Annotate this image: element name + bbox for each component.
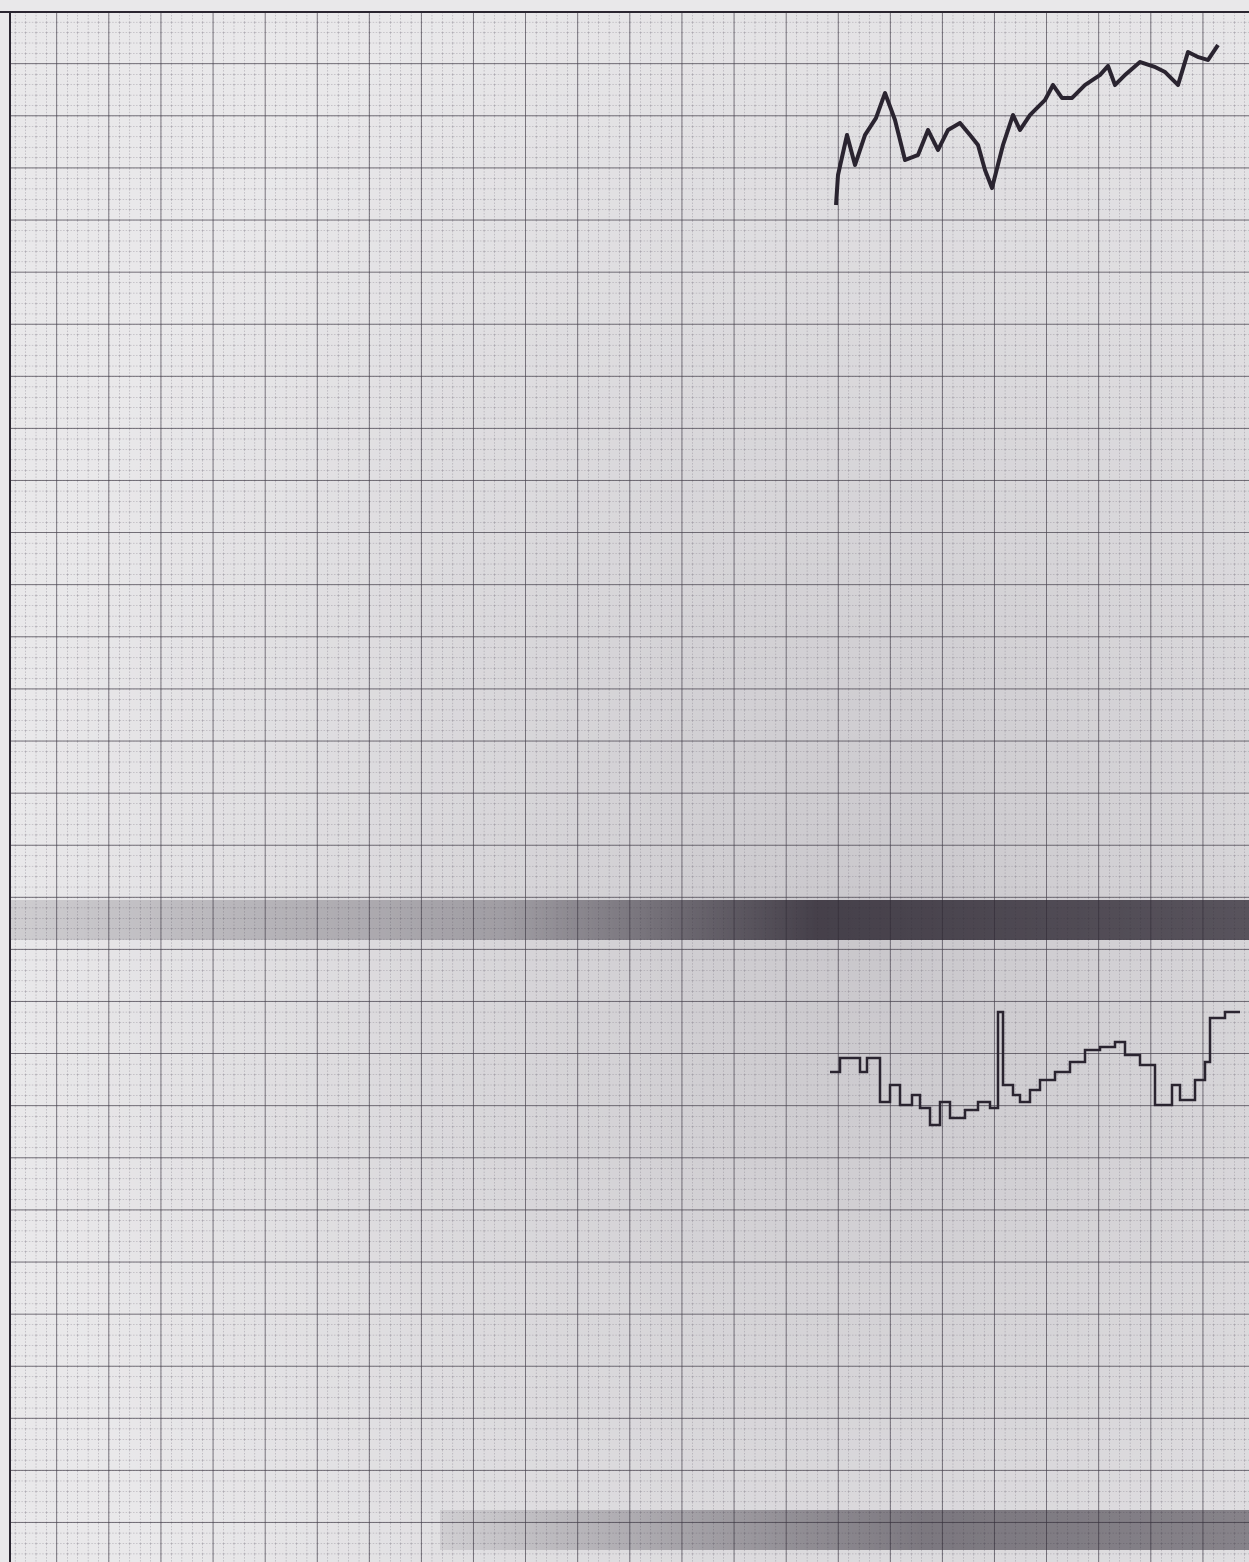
dark-band-bottom <box>440 1510 1249 1550</box>
major-grid <box>10 12 1249 1562</box>
lower-trace <box>830 1010 1240 1127</box>
upper-trace <box>834 43 1220 206</box>
dark-band <box>10 900 1249 940</box>
